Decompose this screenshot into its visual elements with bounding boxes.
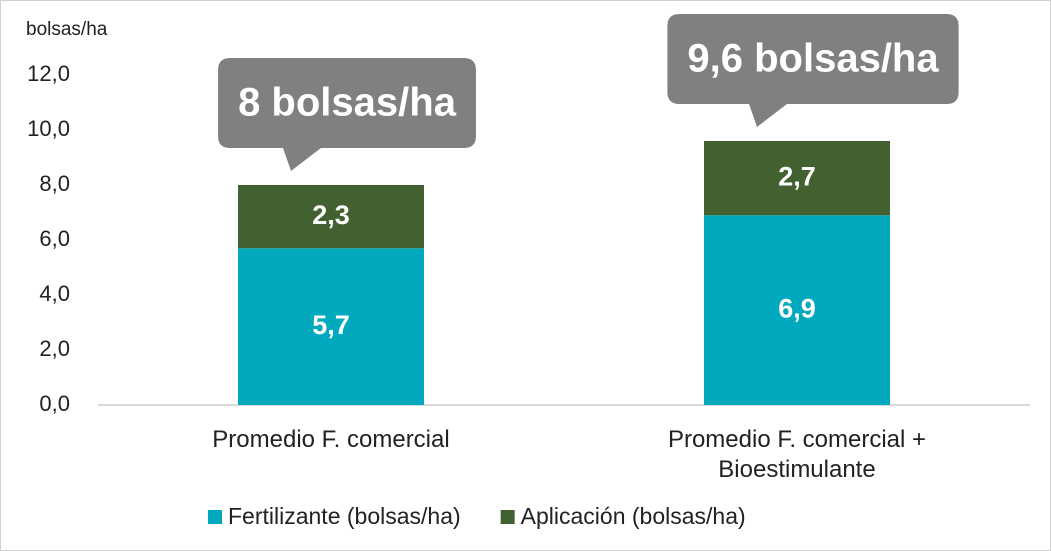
y-tick-label: 6,0 <box>39 226 70 251</box>
y-tick-label: 10,0 <box>27 116 70 141</box>
bar-segment <box>704 141 890 216</box>
x-tick-label: Promedio F. comercial + Bioestimulante <box>667 426 927 483</box>
data-label: 6,9 <box>778 293 816 323</box>
legend-swatch <box>500 510 515 524</box>
bar-segment <box>238 248 424 405</box>
legend-label: Fertilizante (bolsas/ha) <box>228 503 461 529</box>
x-tick-label: Promedio F. comercial <box>212 426 450 453</box>
data-label: 2,3 <box>312 200 350 230</box>
bar-segment <box>238 185 424 249</box>
y-tick-label: 12,0 <box>27 61 70 86</box>
bar-segment <box>704 215 890 405</box>
data-label: 2,7 <box>778 161 816 191</box>
y-tick-label: 8,0 <box>39 171 70 196</box>
callout <box>667 14 959 127</box>
annotation: 8 bolsas/ha <box>238 81 457 125</box>
callout <box>218 58 476 171</box>
legend-swatch <box>208 510 222 524</box>
y-tick-label: 0,0 <box>39 391 70 416</box>
legend-label: Aplicación (bolsas/ha) <box>521 503 746 529</box>
y-axis-label: bolsas/ha <box>26 19 108 40</box>
data-label: 5,7 <box>312 310 350 340</box>
annotation: 9,6 bolsas/ha <box>687 37 939 81</box>
y-tick-label: 2,0 <box>39 336 70 361</box>
y-tick-label: 4,0 <box>39 281 70 306</box>
